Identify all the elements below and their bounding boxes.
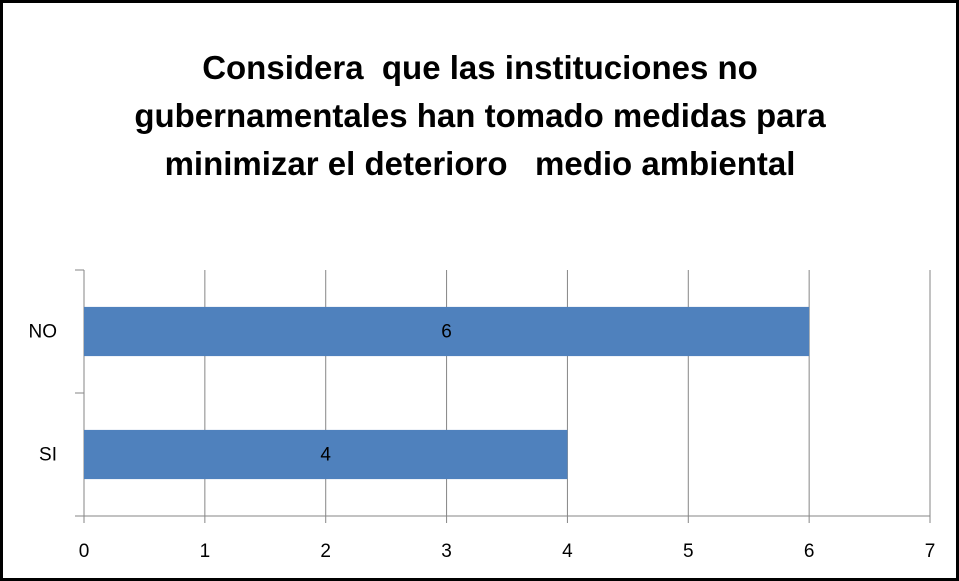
x-tick-label: 7 bbox=[925, 541, 936, 562]
x-tick-label: 0 bbox=[79, 541, 90, 562]
y-tick-label: NO bbox=[29, 322, 58, 343]
chart-title: Considera que las instituciones no guber… bbox=[134, 49, 835, 182]
x-tick-label: 1 bbox=[200, 541, 211, 562]
data-label: 4 bbox=[320, 445, 331, 466]
x-tick-label: 2 bbox=[320, 541, 331, 562]
x-tick-label: 6 bbox=[804, 541, 815, 562]
data-label: 6 bbox=[441, 322, 452, 343]
x-tick-label: 5 bbox=[683, 541, 694, 562]
y-tick-label: SI bbox=[39, 445, 57, 466]
bar bbox=[84, 429, 568, 480]
x-tick-label: 3 bbox=[441, 541, 452, 562]
x-tick-label: 4 bbox=[562, 541, 573, 562]
bar bbox=[84, 306, 810, 357]
